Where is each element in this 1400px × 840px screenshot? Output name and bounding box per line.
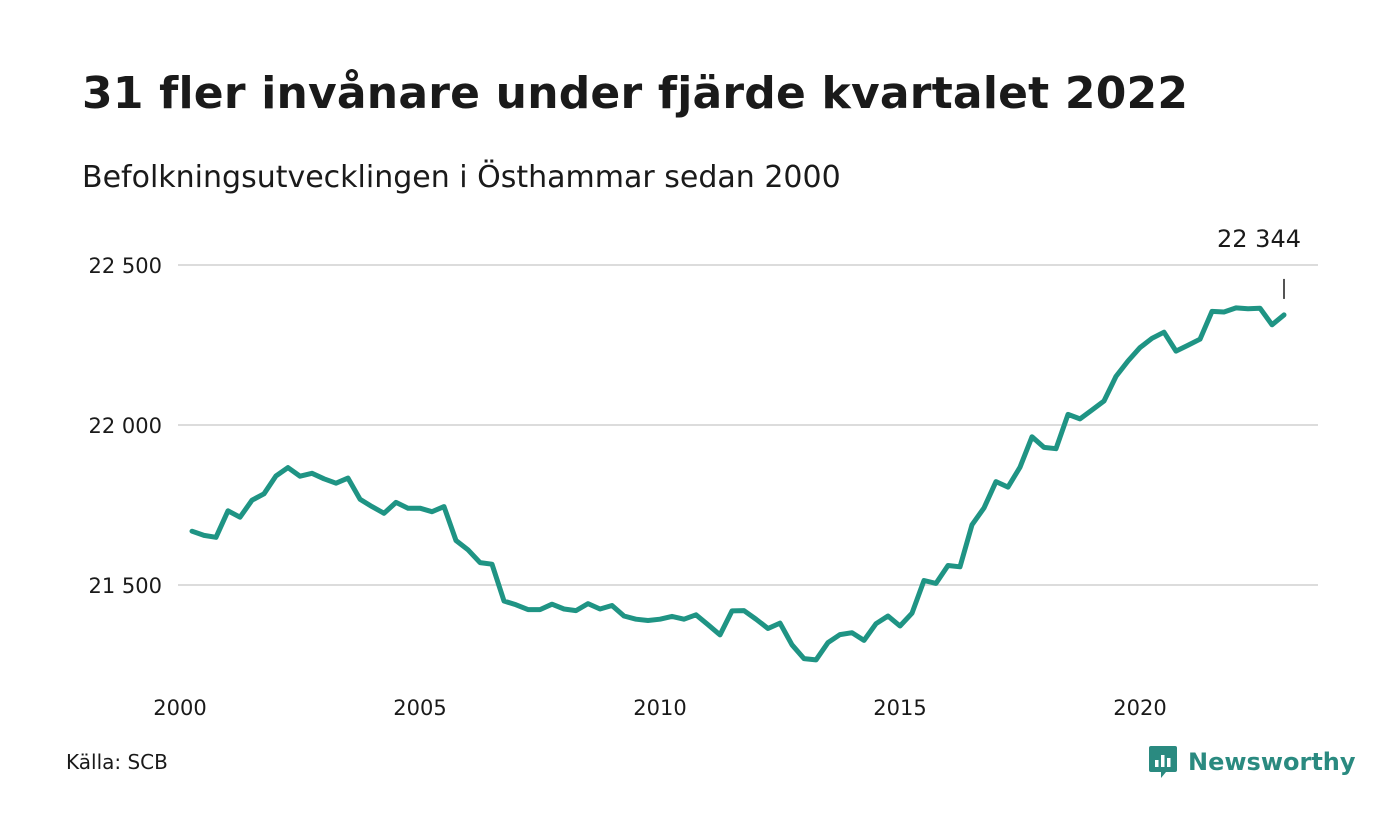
chart-title: 31 fler invånare under fjärde kvartalet … bbox=[82, 68, 1189, 119]
y-tick-label: 21 500 bbox=[89, 574, 162, 598]
y-tick-label: 22 500 bbox=[89, 254, 162, 278]
series-line bbox=[189, 305, 1287, 663]
gridlines bbox=[178, 264, 1318, 586]
series-layer bbox=[189, 305, 1287, 663]
x-axis-ticks: 2000 2005 2010 2015 2020 bbox=[153, 696, 1166, 720]
x-tick-label: 2005 bbox=[393, 696, 446, 720]
x-tick-label: 2010 bbox=[633, 696, 686, 720]
brand-logo[interactable]: Newsworthy bbox=[1148, 744, 1356, 780]
annotation-layer: 22 344 bbox=[1217, 225, 1301, 299]
x-tick-label: 2020 bbox=[1113, 696, 1166, 720]
x-tick-label: 2000 bbox=[153, 696, 206, 720]
x-tick-label: 2015 bbox=[873, 696, 926, 720]
y-axis-ticks: 21 500 22 000 22 500 bbox=[89, 254, 162, 598]
chart-subtitle: Befolkningsutvecklingen i Östhammar seda… bbox=[82, 160, 841, 195]
source-note: Källa: SCB bbox=[66, 750, 168, 774]
y-tick-label: 22 000 bbox=[89, 414, 162, 438]
last-value-label: 22 344 bbox=[1217, 225, 1301, 253]
brand-name: Newsworthy bbox=[1188, 748, 1356, 776]
newsworthy-icon bbox=[1149, 746, 1177, 778]
